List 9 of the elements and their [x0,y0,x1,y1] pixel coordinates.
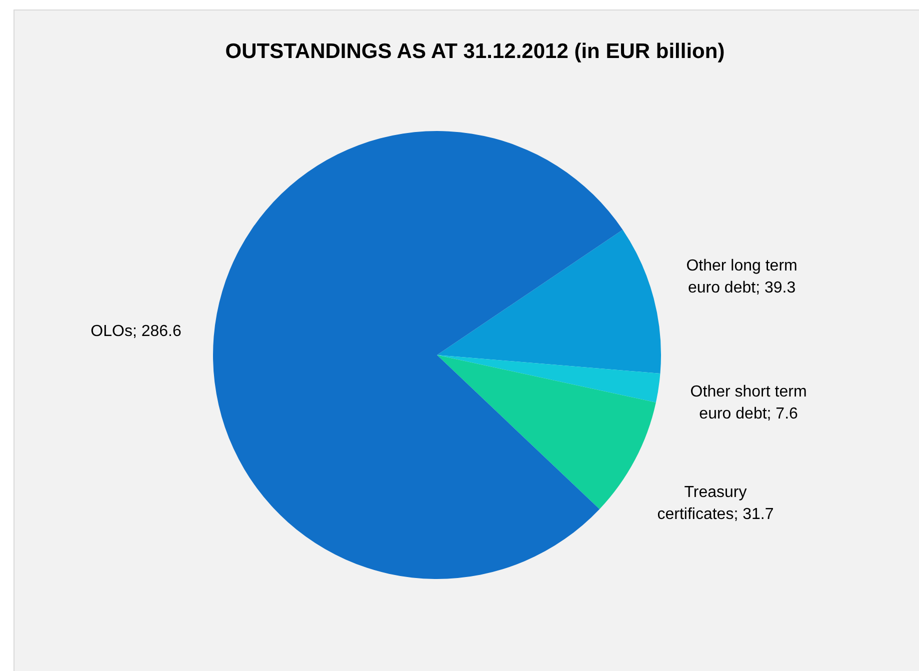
pie-slice [437,230,661,374]
pie-slice [437,355,660,402]
slice-label: Treasury certificates; 31.7 [657,484,774,524]
pie-slice [213,131,623,579]
slice-label: Other short term euro debt; 7.6 [690,383,807,422]
slice-label: OLOs; 286.6 [90,323,182,340]
chart-title: OUTSTANDINGS AS AT 31.12.2012 (in EUR billion) [225,40,725,63]
pie-slice [437,355,656,510]
slice-label: Other long term euro debt; 39.3 [686,257,798,296]
